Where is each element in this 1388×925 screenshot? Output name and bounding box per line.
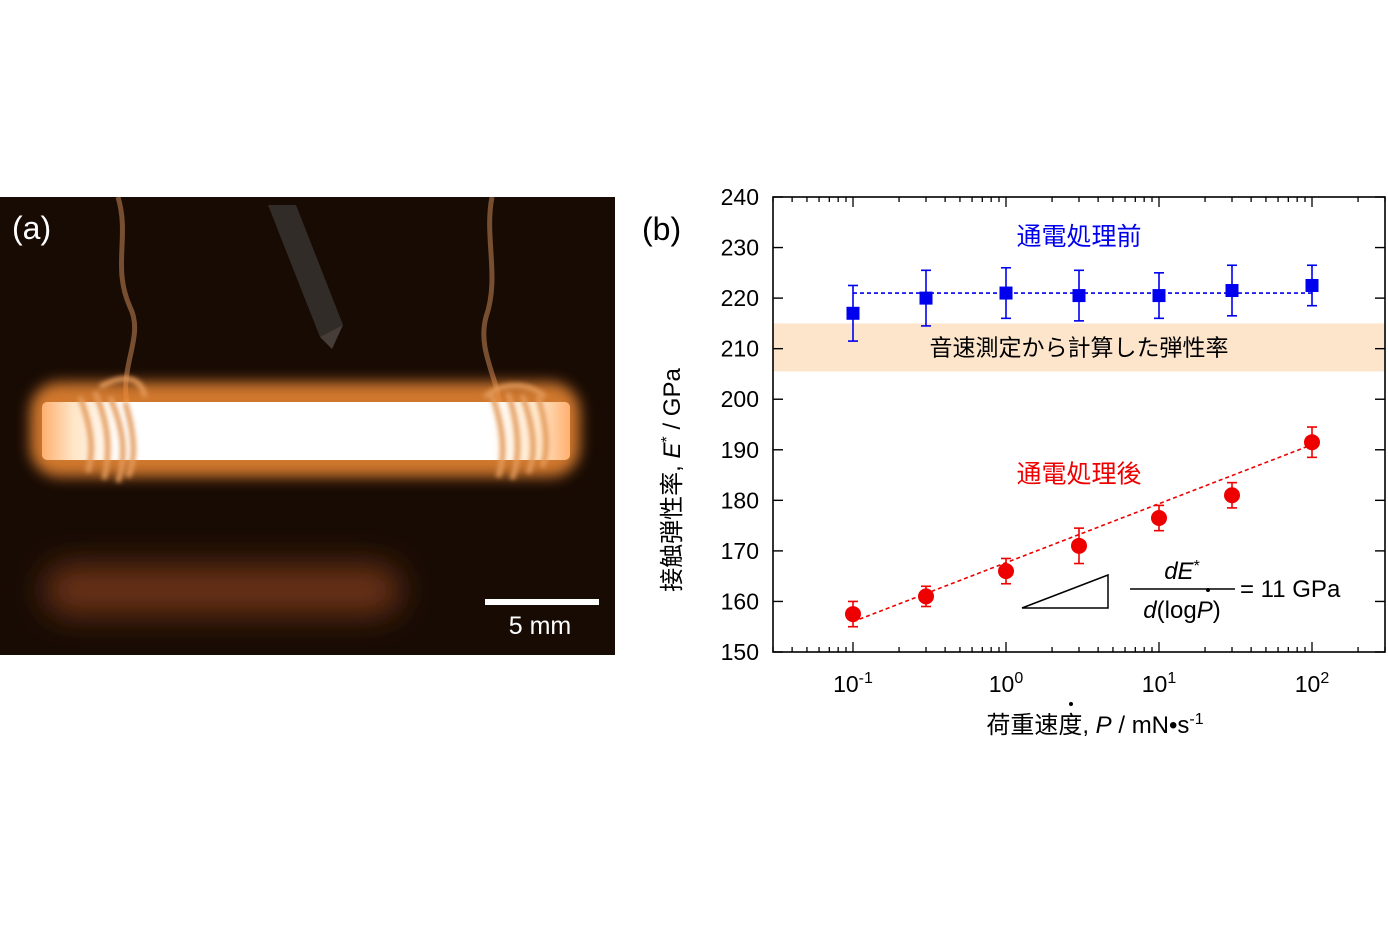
y-axis-title: 接触弾性率, E* / GPa (659, 368, 686, 592)
glowing-rod (42, 402, 570, 460)
series-label-after: 通電処理後 (1016, 461, 1141, 489)
data-point-1-5 (1224, 487, 1240, 504)
x-tick-label-0: 10-1 (833, 670, 873, 697)
slope-denominator: d(logP) (1143, 597, 1220, 624)
xlabel-p-dot (1069, 702, 1073, 706)
data-point-1-1 (918, 588, 934, 605)
data-point-0-0 (846, 306, 860, 320)
y-tick-label-4: 190 (721, 437, 759, 463)
x-tick-label-2: 101 (1142, 670, 1177, 697)
right-wire-wrap (483, 383, 549, 480)
x-axis-title: 荷重速度, P / mN•s-1 (986, 711, 1203, 739)
data-point-0-4 (1152, 289, 1166, 303)
y-tick-label-9: 240 (721, 184, 759, 210)
data-point-1-6 (1304, 434, 1321, 451)
x-tick-label-1: 100 (989, 670, 1024, 697)
fit-lines (852, 292, 1313, 623)
y-tick-label-1: 160 (721, 588, 759, 614)
y-tick-label-5: 200 (721, 386, 759, 412)
left-hanging-wire (115, 197, 138, 408)
slope-triangle (1021, 573, 1109, 609)
axes: 150 160 170 180 190 200 210 220 230 240 10-1 100 101… (721, 184, 1386, 697)
chart-panel: 音速測定から計算した弾性率 150 160 170 180 190 200 210 220 23… (642, 184, 1386, 739)
data-point-0-2 (999, 286, 1013, 300)
denominator-p-dot (1206, 588, 1210, 592)
reflection-glow (45, 565, 400, 615)
right-hanging-wire (481, 197, 503, 403)
data-point-1-0 (845, 606, 862, 623)
y-tick-label-3: 180 (721, 487, 759, 513)
y-tick-label-8: 230 (721, 235, 759, 261)
y-tick-label-6: 210 (721, 336, 759, 362)
data-point-1-4 (1151, 510, 1168, 527)
series-label-before: 通電処理前 (1016, 223, 1141, 251)
y-tick-label-2: 170 (721, 538, 759, 564)
chart-panel-label: (b) (642, 211, 681, 247)
band-label: 音速測定から計算した弾性率 (930, 334, 1229, 360)
probe-tip (320, 325, 343, 349)
photo-panel-label: (a) (12, 210, 51, 246)
y-tick-label-7: 220 (721, 285, 759, 311)
x-tick-label-3: 102 (1295, 670, 1330, 697)
data-point-0-1 (919, 291, 933, 305)
error-bars (848, 264, 1318, 628)
data-point-0-3 (1072, 289, 1086, 303)
data-point-0-5 (1225, 284, 1239, 298)
photo-panel: (a) 5 mm (0, 197, 615, 655)
data-point-1-3 (1071, 537, 1087, 554)
reference-band (773, 323, 1385, 372)
data-markers (845, 278, 1321, 623)
y-tick-label-0: 150 (721, 639, 759, 665)
data-point-0-6 (1305, 278, 1319, 292)
band-layer (773, 323, 1385, 372)
fit-line-1 (852, 443, 1313, 623)
scale-bar-label: 5 mm (509, 612, 572, 640)
probe (268, 205, 343, 337)
left-wire-wrap (77, 376, 148, 483)
slope-numerator: dE* (1164, 558, 1200, 585)
scale-bar (485, 599, 599, 605)
data-point-1-2 (998, 563, 1015, 580)
slope-value: = 11 GPa (1240, 576, 1341, 603)
